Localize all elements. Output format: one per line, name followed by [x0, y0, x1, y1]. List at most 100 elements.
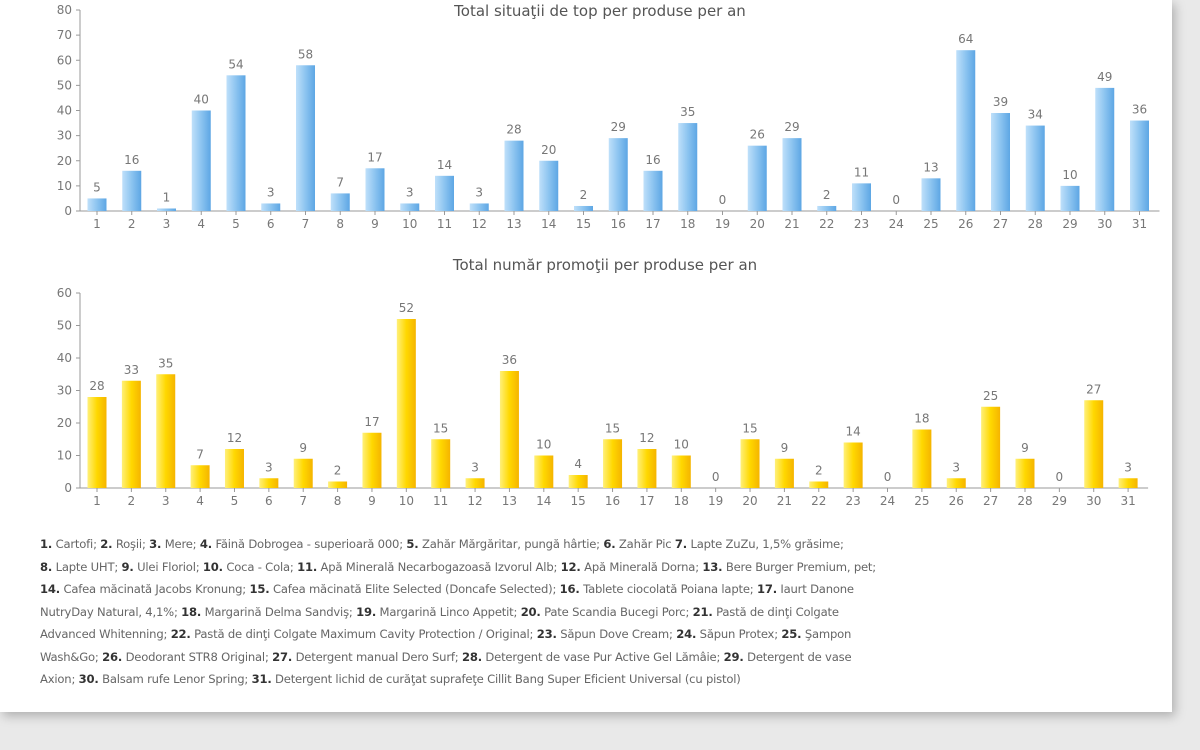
x-tick-label: 28: [1028, 217, 1043, 231]
bar: [1084, 400, 1104, 488]
product-legend: 1. Cartofi; 2. Roşii; 3. Mere; 4. Făină …: [40, 533, 1160, 691]
legend-number: 19.: [356, 604, 377, 619]
bar: [435, 175, 454, 211]
legend-product-name: Şampon: [801, 627, 852, 641]
x-tick-label: 20: [742, 494, 757, 508]
legend-product-name: Axion;: [40, 672, 79, 686]
bar: [365, 168, 385, 211]
x-tick-label: 19: [708, 494, 723, 508]
bar: [465, 478, 485, 488]
bar: [296, 65, 315, 212]
x-tick-label: 29: [1062, 217, 1077, 231]
data-label: 13: [923, 160, 938, 174]
data-label: 35: [158, 356, 173, 370]
y-tick-label: 70: [57, 28, 72, 42]
bar: [1015, 458, 1035, 488]
bar: [603, 439, 623, 488]
legend-product-name: Tablete ciocolată Poiana lapte;: [579, 582, 757, 596]
legend-product-name: Cafea măcinată Elite Selected (Doncafe S…: [269, 582, 560, 596]
legend-number: 2.: [100, 537, 113, 551]
bar: [396, 319, 416, 488]
legend-product-name: Pastă de dinţi Colgate: [712, 604, 839, 619]
data-label: 9: [781, 441, 789, 455]
legend-product-name: Detergent lichid de curăţat suprafeţe Ci…: [271, 672, 741, 686]
data-label: 2: [823, 188, 831, 202]
bar: [261, 203, 281, 211]
y-tick-label: 0: [64, 204, 72, 218]
data-label: 7: [336, 175, 344, 189]
legend-number: 8.: [40, 559, 53, 574]
bar: [817, 205, 837, 211]
legend-line: Axion; 30. Balsam rufe Lenor Spring; 31.…: [40, 668, 1160, 691]
bar: [499, 371, 519, 488]
data-label: 27: [1086, 382, 1101, 396]
data-label: 36: [1132, 103, 1147, 117]
legend-product-name: Advanced Whitenning;: [40, 627, 171, 641]
legend-product-name: Balsam rufe Lenor Spring;: [98, 672, 252, 686]
y-tick-label: 0: [64, 481, 72, 495]
bar: [122, 170, 142, 211]
bar: [259, 478, 279, 488]
legend-product-name: Mere;: [161, 537, 200, 551]
legend-number: 13.: [702, 559, 723, 574]
data-label: 54: [228, 57, 243, 71]
legend-product-name: Cartofi;: [52, 537, 101, 551]
bar: [293, 458, 313, 488]
x-tick-label: 3: [162, 494, 170, 508]
legend-product-name: Zahăr Pic: [615, 537, 675, 551]
data-label: 29: [611, 120, 626, 134]
bar: [1060, 185, 1080, 211]
legend-product-name: Wash&Go;: [40, 649, 103, 664]
x-tick-label: 19: [715, 217, 730, 231]
y-tick-label: 60: [57, 53, 72, 67]
x-tick-label: 8: [336, 217, 344, 231]
x-tick-label: 12: [472, 217, 487, 231]
data-label: 14: [845, 425, 860, 439]
bar: [956, 50, 976, 212]
bar: [568, 475, 588, 488]
x-tick-label: 16: [611, 217, 626, 231]
x-tick-label: 24: [880, 494, 895, 508]
legend-product-name: Lapte UHT;: [52, 559, 122, 574]
x-tick-label: 14: [536, 494, 551, 508]
x-tick-label: 15: [571, 494, 586, 508]
chart-title-top: Total situaţii de top per produse per an: [453, 2, 746, 20]
legend-number: 28.: [461, 649, 482, 664]
bar: [1130, 120, 1149, 211]
data-label: 3: [471, 460, 479, 474]
legend-number: 23.: [536, 627, 557, 641]
legend-product-name: Coca - Cola;: [222, 559, 298, 574]
bar: [1118, 478, 1138, 488]
bar: [782, 138, 802, 211]
bar: [912, 429, 932, 488]
legend-product-name: Detergent de vase Pur Active Gel Lămâie;: [481, 649, 724, 664]
legend-number: 30.: [78, 672, 99, 686]
bar: [643, 170, 663, 211]
charts-svg: Total situaţii de top per produse per an…: [57, 2, 1160, 508]
data-label: 2: [580, 188, 588, 202]
x-tick-label: 31: [1132, 217, 1147, 231]
data-label: 9: [299, 441, 307, 455]
legend-line: 8. Lapte UHT; 9. Ulei Floriol; 10. Coca …: [40, 556, 1160, 579]
legend-number: 20.: [520, 604, 541, 619]
data-label: 2: [815, 464, 823, 478]
data-label: 7: [196, 447, 204, 461]
data-label: 16: [645, 153, 660, 167]
data-label: 39: [993, 95, 1008, 109]
bar: [504, 140, 524, 211]
y-tick-label: 20: [57, 416, 72, 430]
bar: [678, 123, 698, 211]
legend-number: 15.: [249, 582, 270, 596]
data-label: 29: [784, 120, 799, 134]
data-label: 35: [680, 105, 695, 119]
x-tick-label: 29: [1052, 494, 1067, 508]
data-label: 17: [364, 415, 379, 429]
legend-product-name: Apă Minerală Necarbogazoasă Izvorul Alb;: [317, 559, 561, 574]
legend-line: 14. Cafea măcinată Jacobs Kronung; 15. C…: [40, 578, 1160, 601]
legend-product-name: Săpun Dove Cream;: [556, 627, 677, 641]
data-label: 28: [89, 379, 104, 393]
legend-line: Advanced Whitenning; 22. Pastă de dinţi …: [40, 623, 1160, 646]
y-tick-label: 80: [57, 3, 72, 17]
x-tick-label: 27: [993, 217, 1008, 231]
legend-number: 31.: [251, 672, 272, 686]
